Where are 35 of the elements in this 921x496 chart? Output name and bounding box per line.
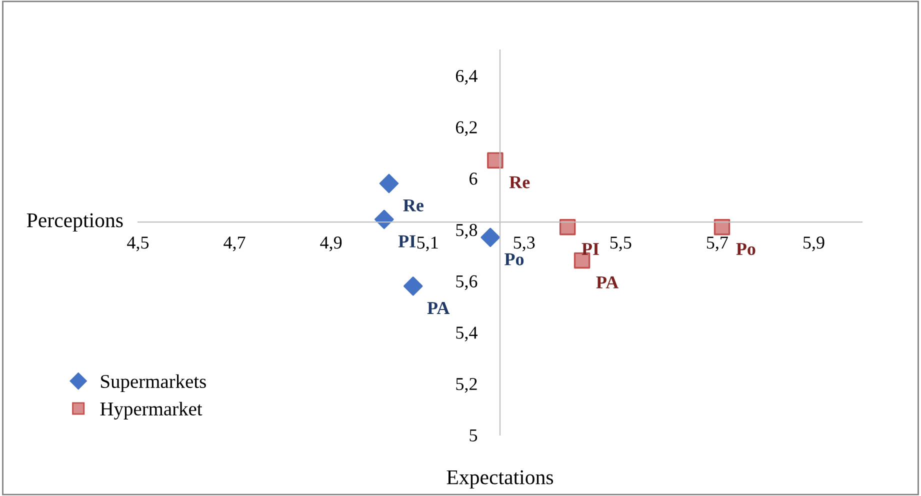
y-tick-label: 5: [470, 429, 478, 442]
y-tick-label: 5,8: [456, 224, 478, 239]
y-tick-label: 5,4: [456, 326, 478, 342]
legend-label: Supermarkets: [101, 374, 206, 392]
annotation: PA: [596, 276, 619, 288]
x-tick-label: 4,5: [127, 236, 149, 252]
x-tick-label: 5,7: [706, 236, 728, 252]
annotation: PI: [582, 243, 599, 255]
x-tick-label: 4,9: [320, 236, 342, 252]
x-tick-label: 5,5: [610, 236, 632, 252]
x-tick-label: 5,9: [804, 236, 824, 252]
annotation: PA: [427, 302, 450, 314]
y-tick-label: 6: [470, 172, 478, 185]
annotation: PI: [398, 235, 416, 248]
point: [480, 228, 500, 247]
point: [487, 152, 504, 168]
x-axis-title: Expectations: [446, 470, 554, 489]
annotation: Re: [403, 199, 424, 212]
point: [374, 210, 394, 230]
y-axis-title: Perceptions: [26, 213, 123, 232]
legend-label: Hypermarket: [100, 402, 202, 420]
x-tick-label: 5,1: [417, 236, 438, 252]
point: [559, 218, 576, 236]
y-tick-label: 5,2: [456, 378, 477, 393]
point: [379, 174, 399, 194]
x-tick-label: 5,3: [514, 236, 535, 252]
annotation: Re: [509, 176, 530, 188]
annotation: Po: [504, 253, 524, 266]
point: [714, 218, 730, 236]
annotation: Po: [736, 243, 756, 256]
y-tick-label: 5,6: [456, 275, 478, 290]
y-tick-label: 6,2: [456, 121, 477, 136]
y-tick-label: 6,4: [456, 70, 478, 85]
point: [404, 276, 423, 296]
x-tick-label: 4,7: [224, 236, 246, 252]
